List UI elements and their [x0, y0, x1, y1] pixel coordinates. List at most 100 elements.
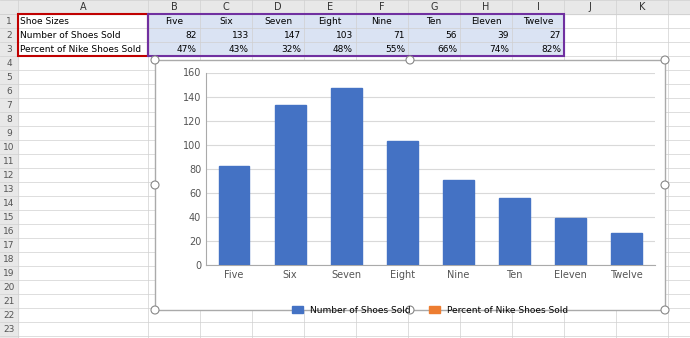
Bar — [0, 224, 690, 238]
Bar — [0, 42, 18, 56]
Text: K: K — [639, 2, 645, 12]
Text: Nine: Nine — [372, 17, 393, 25]
Bar — [0, 336, 690, 338]
Text: G: G — [431, 2, 437, 12]
Bar — [0, 70, 690, 84]
Text: 55%: 55% — [385, 45, 405, 53]
Text: 9: 9 — [6, 128, 12, 138]
Bar — [0, 322, 18, 336]
Text: 1: 1 — [6, 17, 12, 25]
Text: 133: 133 — [232, 30, 249, 40]
Bar — [0, 238, 18, 252]
Text: Eleven: Eleven — [471, 17, 502, 25]
Bar — [0, 294, 18, 308]
Text: J: J — [589, 2, 591, 12]
Bar — [0, 84, 690, 98]
Bar — [0, 196, 18, 210]
Text: Shoe Sizes: Shoe Sizes — [20, 17, 69, 25]
Bar — [0, 322, 690, 336]
Bar — [148, 28, 564, 42]
Bar — [148, 14, 564, 56]
Bar — [0, 308, 18, 322]
Text: 32%: 32% — [281, 45, 301, 53]
Bar — [0, 70, 18, 84]
Circle shape — [406, 306, 414, 314]
Bar — [0, 252, 690, 266]
Bar — [0, 168, 690, 182]
Bar — [0, 168, 18, 182]
Bar — [0, 42, 690, 56]
Bar — [499, 198, 530, 265]
Text: B: B — [170, 2, 177, 12]
Bar — [0, 336, 18, 338]
Bar — [0, 98, 18, 112]
Bar — [0, 126, 18, 140]
Bar — [0, 280, 18, 294]
Text: 20: 20 — [3, 283, 14, 291]
Text: 82: 82 — [186, 30, 197, 40]
Legend: Number of Shoes Sold, Percent of Nike Shoes Sold: Number of Shoes Sold, Percent of Nike Sh… — [289, 302, 572, 318]
Bar — [18, 14, 148, 56]
Bar — [0, 224, 18, 238]
Bar — [0, 14, 18, 28]
Bar — [0, 14, 690, 28]
Text: 2: 2 — [6, 30, 12, 40]
Bar — [0, 112, 18, 126]
Bar — [555, 218, 586, 265]
Bar — [155, 60, 665, 310]
Bar — [611, 233, 642, 265]
Text: 3: 3 — [6, 45, 12, 53]
Text: 48%: 48% — [333, 45, 353, 53]
Text: 66%: 66% — [437, 45, 457, 53]
Circle shape — [151, 306, 159, 314]
Bar — [0, 210, 18, 224]
Text: 10: 10 — [3, 143, 14, 151]
Text: 4: 4 — [6, 58, 12, 68]
Text: 12: 12 — [3, 170, 14, 179]
Circle shape — [151, 181, 159, 189]
Text: 27: 27 — [550, 30, 561, 40]
Bar — [0, 266, 18, 280]
Text: 22: 22 — [3, 311, 14, 319]
Bar — [0, 308, 690, 322]
Text: Six: Six — [219, 17, 233, 25]
Bar — [0, 154, 18, 168]
Bar — [0, 196, 690, 210]
Text: 6: 6 — [6, 87, 12, 96]
Text: 13: 13 — [3, 185, 14, 193]
Text: 56: 56 — [446, 30, 457, 40]
Bar — [443, 179, 474, 265]
Bar — [0, 112, 690, 126]
Bar — [0, 0, 18, 14]
Bar — [331, 88, 362, 265]
Text: 47%: 47% — [177, 45, 197, 53]
Bar — [0, 0, 690, 14]
Bar — [0, 266, 690, 280]
Text: 7: 7 — [6, 100, 12, 110]
Text: I: I — [537, 2, 540, 12]
Text: 11: 11 — [3, 156, 14, 166]
Bar — [0, 56, 18, 70]
Text: 21: 21 — [3, 296, 14, 306]
Bar — [0, 140, 690, 154]
Bar — [0, 140, 18, 154]
Bar — [0, 154, 690, 168]
Text: 19: 19 — [3, 268, 14, 277]
Text: Eight: Eight — [318, 17, 342, 25]
Bar — [0, 280, 690, 294]
Text: 82%: 82% — [541, 45, 561, 53]
Circle shape — [406, 56, 414, 64]
Bar — [387, 141, 417, 265]
Text: Seven: Seven — [264, 17, 292, 25]
Text: D: D — [274, 2, 282, 12]
Text: C: C — [223, 2, 229, 12]
Text: 74%: 74% — [489, 45, 509, 53]
Text: Twelve: Twelve — [523, 17, 553, 25]
Bar — [0, 182, 18, 196]
Bar — [148, 42, 564, 56]
Text: 16: 16 — [3, 226, 14, 236]
Text: 103: 103 — [336, 30, 353, 40]
Bar — [219, 166, 250, 265]
Circle shape — [661, 306, 669, 314]
Bar — [0, 98, 690, 112]
